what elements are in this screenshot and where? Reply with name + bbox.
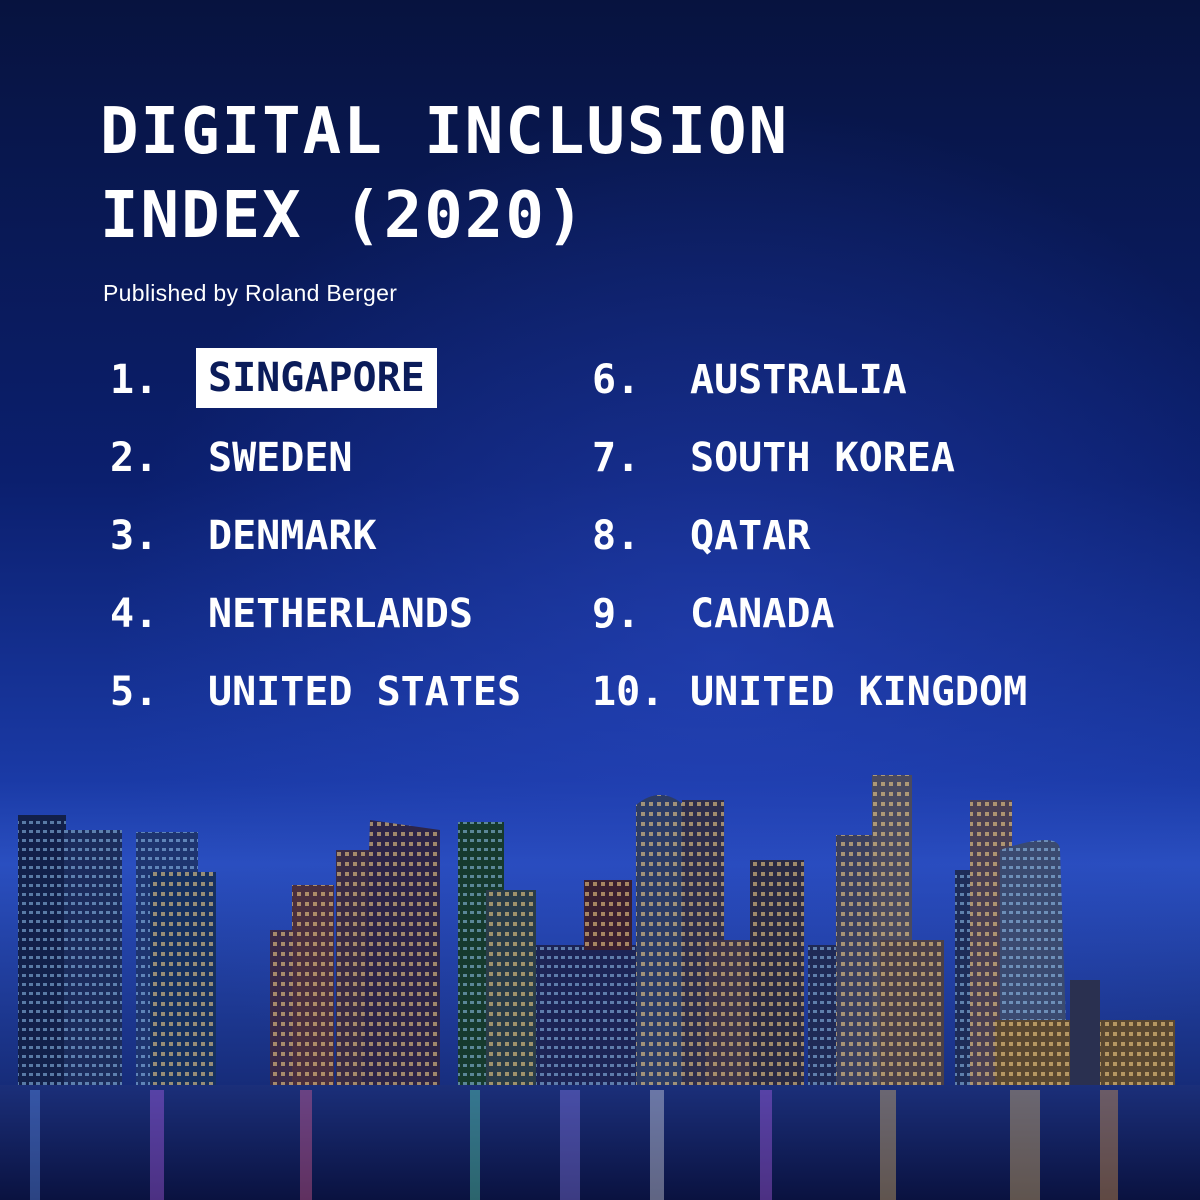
rank-number: 2.: [110, 435, 159, 481]
rank-number: 8.: [592, 513, 641, 559]
buildings: [18, 775, 1175, 1085]
rank-country: UNITED STATES: [208, 669, 522, 715]
rank-country: QATAR: [690, 513, 811, 559]
rank-number: 6.: [592, 357, 641, 403]
rank-country: DENMARK: [208, 513, 377, 559]
publisher-subtitle: Published by Roland Berger: [103, 280, 398, 306]
rank-number: 4.: [110, 591, 159, 637]
rank-number: 1.: [110, 357, 159, 403]
rank-number: 9.: [592, 591, 641, 637]
title-line-2: INDEX (2020): [100, 179, 587, 253]
rank-country: CANADA: [690, 591, 835, 637]
rank-number: 7.: [592, 435, 641, 481]
rank-number: 5.: [110, 669, 159, 715]
rank-country: AUSTRALIA: [690, 357, 907, 403]
rank-number: 3.: [110, 513, 159, 559]
rank-number: 10.: [592, 669, 665, 715]
rank-country: NETHERLANDS: [208, 591, 473, 637]
rank-country-highlighted: SINGAPORE: [196, 348, 437, 408]
rank-country: UNITED KINGDOM: [690, 669, 1028, 715]
rank-country: SWEDEN: [208, 435, 353, 481]
title-line-1: DIGITAL INCLUSION: [100, 95, 790, 169]
page-title: DIGITAL INCLUSION INDEX (2020): [100, 90, 789, 258]
water-reflection: [0, 1085, 1200, 1200]
rank-country: SOUTH KOREA: [690, 435, 955, 481]
